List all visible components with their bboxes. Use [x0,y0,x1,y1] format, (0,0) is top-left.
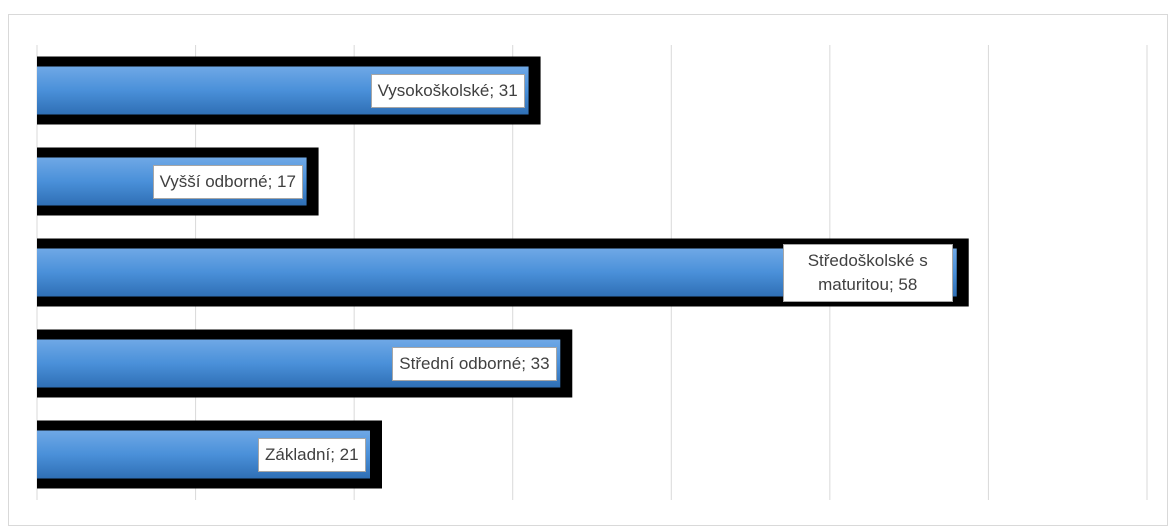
data-label: Střední odborné; 33 [392,346,557,381]
data-label: Středoškolské s maturitou; 58 [782,243,953,302]
data-label: Vyšší odborné; 17 [152,164,303,199]
data-label: Vysokoškolské; 31 [370,73,525,108]
chart-frame [8,14,1168,526]
data-label: Základní; 21 [258,437,366,472]
